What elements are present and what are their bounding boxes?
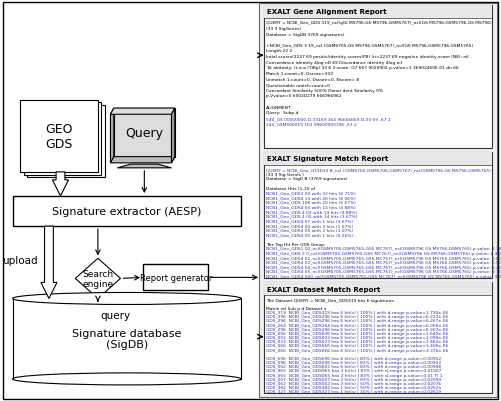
FancyBboxPatch shape — [13, 299, 240, 379]
Text: GDS_606  NCBl_Geo_GDS606 has 6 hit(s) | 100% | with d-range p-value=1.640e-06: GDS_606 NCBl_Geo_GDS606 has 6 hit(s) | 1… — [266, 331, 447, 335]
Text: GDS_066  NCBl_Geo_GDS066 has 6 hit(s) | 100% | with d-range p-value=3.406e-06: GDS_066 NCBl_Geo_GDS066 has 6 hit(s) | 1… — [266, 344, 447, 348]
Text: GDS_096  NCBl_Geo_GDS096 has 6 hit(s) | 83% | with d-range p-value=0.00952: GDS_096 NCBl_Geo_GDS096 has 6 hit(s) | 8… — [266, 360, 440, 364]
Text: NCB1_Geo_GDS 4 05 with 14 hits (3 67%): NCB1_Geo_GDS 4 05 with 14 hits (3 67%) — [266, 214, 357, 218]
Text: +NCBl_Geo_GDS 3 19_ncl (GSMS705,GS MS796,GSM5767)_ncl(GS MS796,GSM5796,GSM5765): +NCBl_Geo_GDS 3 19_ncl (GSMS705,GS MS796… — [266, 44, 472, 48]
Polygon shape — [75, 259, 120, 299]
Text: NCB1_Geo_GDS 2 0_ncl(GSMS705,GSM5765,GS5 MC767)_ncl(GSMS796 GS MS766,GSM5765) p-: NCB1_Geo_GDS 2 0_ncl(GSMS705,GSM5765,GS5… — [266, 251, 501, 255]
FancyBboxPatch shape — [114, 109, 174, 157]
Text: Questionable match:count=0: Questionable match:count=0 — [266, 83, 329, 87]
Text: (33 3 Sig Genes ): (33 3 Sig Genes ) — [266, 172, 303, 176]
Text: Match rel Sub p d Dataset s: Match rel Sub p d Dataset s — [266, 306, 326, 310]
Text: GDS_264  NCBl_Geo_GDS264 has 6 hit(s) | 100% | with d-range p-value=6.000e-06: GDS_264 NCBl_Geo_GDS264 has 6 hit(s) | 1… — [266, 323, 447, 327]
Text: GDS_066  NCBl_Geo_GDS066 has 6 hit(s) | 100% | with d-range p-value=3.376e-06: GDS_066 NCBl_Geo_GDS066 has 6 hit(s) | 1… — [266, 348, 447, 352]
Text: NCB1_Geo_GDS1 00 with 32 hits (6 71%): NCB1_Geo_GDS1 00 with 32 hits (6 71%) — [266, 191, 355, 195]
Text: (33 3 SigGenes): (33 3 SigGenes) — [266, 27, 301, 31]
Text: QUERY = NCBl_Geo_GDS 319_ncl(gGl MS796,GS MS796,GSM5767)_ncl(GS MS796,GSM5796,GS: QUERY = NCBl_Geo_GDS 319_ncl(gGl MS796,G… — [266, 21, 490, 25]
Text: EXALT Signature Match Report: EXALT Signature Match Report — [266, 156, 387, 162]
Text: Database Hits (1-10 of: Database Hits (1-10 of — [266, 186, 315, 190]
FancyBboxPatch shape — [263, 152, 491, 279]
Text: GDS_007  NCBl_Geo_GDS007 has 3 hit(s) | 83% | with d-range p-value=0.02094: GDS_007 NCBl_Geo_GDS007 has 3 hit(s) | 8… — [266, 377, 440, 381]
Text: NCB1_Geo_GDS1 00_ncl(GSMS705,GSM5765,GS5 MC767)_ncl(GSMS796 GS MS766,GSM5765) p-: NCB1_Geo_GDS1 00_ncl(GSMS705,GSM5765,GS5… — [266, 247, 501, 251]
FancyBboxPatch shape — [263, 6, 491, 19]
Polygon shape — [52, 172, 68, 196]
Text: NCB1_Geo_GDS4 05_ncl(GSMS705,GSM5765,GS5 MC767)_ncl(GSMS796 GS MS766,GSM5765) p-: NCB1_Geo_GDS4 05_ncl(GSMS705,GSM5765,GS5… — [266, 270, 501, 274]
Text: GDS_296  NCBl_Geo_GDS296 has 6 hit(s) | 100% | with d-range p-value=6.267e-06: GDS_296 NCBl_Geo_GDS296 has 6 hit(s) | 1… — [266, 319, 447, 323]
Text: lntial scores(2237 69 positiv/identity scores(P8) (n=2237 69 negative identity-s: lntial scores(2237 69 positiv/identity s… — [266, 55, 468, 59]
Text: QUERY = NCBl_Geo_G13D13 B_ncl (GSMS705,GSM5706,GSM5767)_ncl(GSMS796,GS MS796,GSM: QUERY = NCBl_Geo_G13D13 B_ncl (GSMS705,G… — [266, 168, 490, 172]
FancyBboxPatch shape — [258, 4, 496, 397]
Text: query: query — [100, 310, 130, 320]
Text: NCB1_Geo_GDS4 000_ncl(GSMS705,GSM5765,GS5 MC767)_ncl(GSMS796 GS MS766,GSM5765) p: NCB1_Geo_GDS4 000_ncl(GSMS705,GSM5765,GS… — [266, 274, 501, 278]
Text: NCB1_Geo_GDS 10K with 20 hits (6 67%): NCB1_Geo_GDS 10K with 20 hits (6 67%) — [266, 200, 355, 204]
Text: GDS_296  NCBl_Geo_GDS296 has 6 hit(s) | 100% | with d-range p-value=6.222e-06: GDS_296 NCBl_Geo_GDS296 has 6 hit(s) | 1… — [266, 314, 447, 318]
Text: NCB1_Geo_GDS4 01_ncl(GSMS705,GSM5765,GS5 MC767)_ncl(GSMS796 GS MS766,GSM5765) p-: NCB1_Geo_GDS4 01_ncl(GSMS705,GSM5765,GS5… — [266, 256, 501, 260]
FancyBboxPatch shape — [3, 3, 497, 399]
Text: GDS_065  NCBl_Geo_GDS065 has 2 hit(s) | 83% | with d-range p-value=0.01 Tl 1: GDS_065 NCBl_Geo_GDS065 has 2 hit(s) | 8… — [266, 373, 442, 377]
FancyBboxPatch shape — [263, 152, 491, 165]
Text: Signature extractor (AESP): Signature extractor (AESP) — [52, 207, 201, 217]
Polygon shape — [110, 157, 174, 164]
Text: GDS_382  NCBl_Geo_GDS382 has 1 hit(s) | 50% | with d-range p-value=0.0262n: GDS_382 NCBl_Geo_GDS382 has 1 hit(s) | 5… — [266, 385, 440, 389]
Ellipse shape — [13, 373, 240, 385]
Text: NCB1_Geo_GDS4 05 with 2 hits (1 07%): NCB1_Geo_GDS4 05 with 2 hits (1 07%) — [266, 228, 353, 232]
Text: ALIGNMENT: ALIGNMENT — [266, 105, 291, 109]
Text: Signature database
(SigDB): Signature database (SigDB) — [72, 328, 181, 350]
Text: GDS_002  NCBl_Geo_GDS002 has 6 hit(s) | 100% | with d-range p-value=1.099e-06: GDS_002 NCBl_Geo_GDS002 has 6 hit(s) | 1… — [266, 335, 447, 339]
Text: Concordance identity 4log nD 69 Discordance identity 4log nil: Concordance identity 4log nD 69 Discorda… — [266, 61, 401, 65]
FancyBboxPatch shape — [27, 106, 105, 178]
FancyBboxPatch shape — [263, 283, 491, 393]
FancyBboxPatch shape — [20, 100, 98, 172]
Text: Database = SigD B (3769 signatures): Database = SigD B (3769 signatures) — [266, 177, 347, 181]
FancyBboxPatch shape — [263, 6, 491, 148]
FancyBboxPatch shape — [143, 265, 208, 291]
Text: GDS_319  NCBl_Geo_GDS319 has 6 hit(s) | 100% | with d-range p-value=1.790e-06: GDS_319 NCBl_Geo_GDS319 has 6 hit(s) | 1… — [266, 310, 447, 314]
Text: Concordant Similarity 500% Donor dent Similarity 0%: Concordant Similarity 500% Donor dent Si… — [266, 89, 382, 93]
Text: The Top Hit Per GDS Group:: The Top Hit Per GDS Group: — [266, 242, 325, 246]
Text: GEO
GDS: GEO GDS — [45, 122, 73, 150]
Text: Search
engine: Search engine — [82, 269, 113, 288]
Text: Tst abitmity: (t-a-a (7l8p) 33 6 2:score: G7 667 9020902 p-value=1 36902460E-01 : Tst abitmity: (t-a-a (7l8p) 33 6 2:score… — [266, 66, 458, 70]
Text: GDS_296  NCBl_Geo_GDS296 has 6 hit(s) | 100% | with d-range p-value=6.267e-06: GDS_296 NCBl_Geo_GDS296 has 6 hit(s) | 1… — [266, 327, 447, 331]
Text: GDS_327  NCBl_Geo_GDS327 has 1 hit(s) | 16% | with d-range p-value=0.02619: GDS_327 NCBl_Geo_GDS327 has 1 hit(s) | 1… — [266, 389, 440, 393]
Polygon shape — [110, 109, 114, 164]
Polygon shape — [41, 227, 57, 299]
Polygon shape — [171, 109, 174, 164]
Text: Query: Query — [125, 126, 163, 140]
Text: Query:  Subp d: Query: Subp d — [266, 111, 298, 115]
Polygon shape — [110, 109, 174, 115]
Text: EXALT Gene Alignment Report: EXALT Gene Alignment Report — [266, 10, 385, 15]
FancyBboxPatch shape — [24, 103, 101, 175]
Text: upload: upload — [3, 256, 38, 265]
Text: NCB1_Geo_GDS4 00 with 1 hits (0 56%): NCB1_Geo_GDS4 00 with 1 hits (0 56%) — [266, 233, 353, 237]
Text: GDS_062  NCBl_Geo_GDS062 has 3 hit(s) | 50% | with d-range p-value=0.02076: GDS_062 NCBl_Geo_GDS062 has 3 hit(s) | 5… — [266, 381, 440, 385]
Text: p-Vvalue=0 6002D279 666966962: p-Vvalue=0 6002D279 666966962 — [266, 94, 341, 98]
FancyBboxPatch shape — [263, 283, 491, 296]
Text: GDS_002  NCBl_Geo_GDS002 has 6 hit(s) | 83% | with d-range p-value=0.00908: GDS_002 NCBl_Geo_GDS002 has 6 hit(s) | 8… — [266, 365, 440, 369]
Text: GDS_696  NCBl_Geo_GDS696 has 6 hit(s) | 83% | with d-range p-value=0.00952: GDS_696 NCBl_Geo_GDS696 has 6 hit(s) | 8… — [266, 356, 440, 360]
Text: GDS_965  NCBl_Geo_GDS965 has 3 hit(s) | 83% | with d-range p-value=0.01907: GDS_965 NCBl_Geo_GDS965 has 3 hit(s) | 8… — [266, 369, 440, 373]
Text: 244_GSMS00019 163 99600000196 -67.2: 244_GSMS00019 163 99600000196 -67.2 — [266, 122, 356, 126]
Text: GDS_023  NCBl_Geo_GDS023 has 6 hit(s) | 100% | with d-range p-value=1.462e-06: GDS_023 NCBl_Geo_GDS023 has 6 hit(s) | 1… — [266, 339, 447, 343]
Text: NCB1_Geo_GDS4 04_ncl(GSMS705,GSM5765,GS5 MC767)_ncl(GSMS796 GS MS766,GSM5765) p-: NCB1_Geo_GDS4 04_ncl(GSMS705,GSM5765,GS5… — [266, 265, 501, 269]
Ellipse shape — [13, 293, 240, 305]
Text: NCB1_Geo_GDS4 07 with 1 hits (3 67%): NCB1_Geo_GDS4 07 with 1 hits (3 67%) — [266, 219, 352, 223]
Text: NCB1_Geo_GDS 4 02 with 14 hits (4 88%): NCB1_Geo_GDS 4 02 with 14 hits (4 88%) — [266, 209, 357, 213]
Text: Database = SigDB 3769 signatures): Database = SigDB 3769 signatures) — [266, 32, 344, 36]
Text: NCB1_Geo_GDS4 02_ncl(GSMS705,GSM5765,GS5 MC767)_ncl(GSMS796 GS MS766,GSM5765) p-: NCB1_Geo_GDS4 02_ncl(GSMS705,GSM5765,GS5… — [266, 261, 501, 265]
Text: NCB1_Geo_GDS4 04 with 3 hits (1 07%): NCB1_Geo_GDS4 04 with 3 hits (1 07%) — [266, 223, 352, 227]
Text: NCB1_Geo_GDS4 13 with 26 hits (6 06%): NCB1_Geo_GDS4 13 with 26 hits (6 06%) — [266, 196, 355, 199]
Text: Unmatch 1:count=0, Dscore=0, Nscore= 8: Unmatch 1:count=0, Dscore=0, Nscore= 8 — [266, 77, 359, 81]
Text: 544_GS 00000000-D-33169 164 96666669 D-33 69 -67 2: 544_GS 00000000-D-33169 164 96666669 D-3… — [266, 117, 390, 121]
Text: The Dataset QUERY = NCBl_Geo_GDS319 has 6 signatures.: The Dataset QUERY = NCBl_Geo_GDS319 has … — [266, 298, 394, 302]
Polygon shape — [117, 165, 171, 168]
Text: EXALT Dataset Match Report: EXALT Dataset Match Report — [266, 286, 379, 292]
Text: Match 1:count=0, Dscore=333: Match 1:count=0, Dscore=333 — [266, 72, 332, 76]
Text: Length:22 2: Length:22 2 — [266, 49, 292, 53]
FancyBboxPatch shape — [13, 196, 240, 227]
Text: NCB1_Geo_GDS4 04 with 14 hits (4 88%): NCB1_Geo_GDS4 04 with 14 hits (4 88%) — [266, 205, 355, 209]
Text: Report generator: Report generator — [139, 273, 211, 282]
